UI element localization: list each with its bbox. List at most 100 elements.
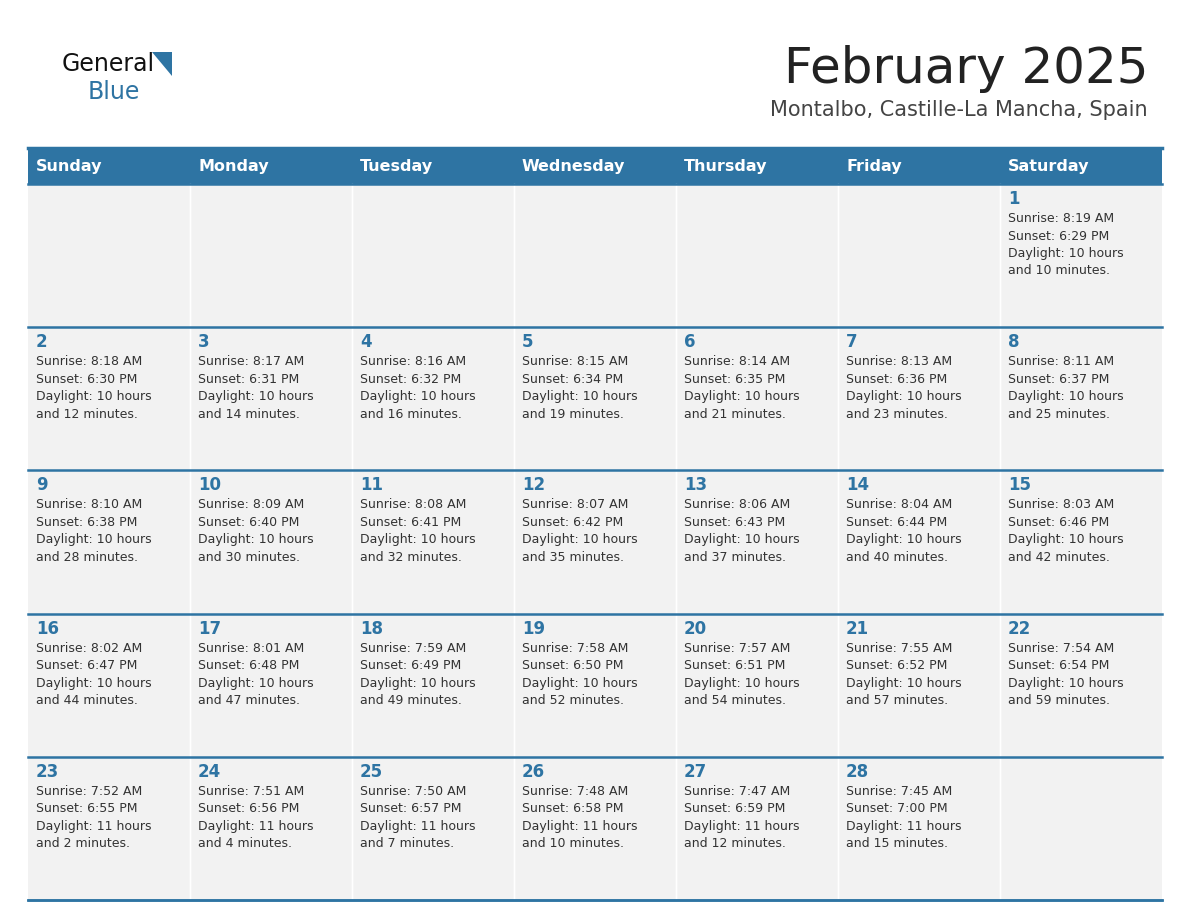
Text: Sunrise: 8:02 AM: Sunrise: 8:02 AM — [36, 642, 143, 655]
Text: Daylight: 10 hours: Daylight: 10 hours — [360, 677, 475, 689]
Text: Sunset: 6:30 PM: Sunset: 6:30 PM — [36, 373, 138, 386]
Text: Sunset: 6:34 PM: Sunset: 6:34 PM — [522, 373, 624, 386]
FancyBboxPatch shape — [514, 470, 676, 613]
Text: Daylight: 10 hours: Daylight: 10 hours — [198, 533, 314, 546]
FancyBboxPatch shape — [352, 756, 514, 900]
FancyBboxPatch shape — [1000, 327, 1162, 470]
FancyBboxPatch shape — [676, 470, 838, 613]
Text: Daylight: 11 hours: Daylight: 11 hours — [846, 820, 961, 833]
FancyBboxPatch shape — [676, 327, 838, 470]
FancyBboxPatch shape — [514, 756, 676, 900]
Text: Daylight: 10 hours: Daylight: 10 hours — [198, 677, 314, 689]
Text: and 35 minutes.: and 35 minutes. — [522, 551, 624, 564]
Text: 22: 22 — [1007, 620, 1031, 638]
FancyBboxPatch shape — [514, 613, 676, 756]
Text: Sunset: 6:47 PM: Sunset: 6:47 PM — [36, 659, 138, 672]
FancyBboxPatch shape — [838, 148, 1000, 184]
Text: and 16 minutes.: and 16 minutes. — [360, 408, 462, 420]
FancyBboxPatch shape — [514, 148, 676, 184]
Text: Daylight: 10 hours: Daylight: 10 hours — [846, 677, 961, 689]
Text: Sunset: 6:43 PM: Sunset: 6:43 PM — [684, 516, 785, 529]
Text: Sunrise: 7:50 AM: Sunrise: 7:50 AM — [360, 785, 467, 798]
Text: Sunrise: 8:10 AM: Sunrise: 8:10 AM — [36, 498, 143, 511]
Text: Sunrise: 8:15 AM: Sunrise: 8:15 AM — [522, 355, 628, 368]
Text: Tuesday: Tuesday — [360, 159, 434, 174]
Text: Wednesday: Wednesday — [522, 159, 625, 174]
FancyBboxPatch shape — [1000, 184, 1162, 327]
Text: Sunset: 6:49 PM: Sunset: 6:49 PM — [360, 659, 461, 672]
Text: Sunset: 6:50 PM: Sunset: 6:50 PM — [522, 659, 624, 672]
Text: Daylight: 10 hours: Daylight: 10 hours — [36, 390, 152, 403]
Text: Sunrise: 8:18 AM: Sunrise: 8:18 AM — [36, 355, 143, 368]
Text: and 10 minutes.: and 10 minutes. — [522, 837, 624, 850]
Text: Sunrise: 7:47 AM: Sunrise: 7:47 AM — [684, 785, 790, 798]
Text: 19: 19 — [522, 620, 545, 638]
Text: Sunrise: 8:04 AM: Sunrise: 8:04 AM — [846, 498, 953, 511]
Text: Sunrise: 8:08 AM: Sunrise: 8:08 AM — [360, 498, 467, 511]
Text: Sunrise: 7:55 AM: Sunrise: 7:55 AM — [846, 642, 953, 655]
Text: 7: 7 — [846, 333, 858, 352]
Text: and 49 minutes.: and 49 minutes. — [360, 694, 462, 707]
FancyBboxPatch shape — [676, 613, 838, 756]
Text: Daylight: 11 hours: Daylight: 11 hours — [684, 820, 800, 833]
Text: Daylight: 11 hours: Daylight: 11 hours — [198, 820, 314, 833]
Text: Daylight: 10 hours: Daylight: 10 hours — [198, 390, 314, 403]
Text: and 47 minutes.: and 47 minutes. — [198, 694, 301, 707]
Text: Sunrise: 7:52 AM: Sunrise: 7:52 AM — [36, 785, 143, 798]
Text: Daylight: 10 hours: Daylight: 10 hours — [846, 390, 961, 403]
Text: and 4 minutes.: and 4 minutes. — [198, 837, 292, 850]
Text: Sunrise: 8:06 AM: Sunrise: 8:06 AM — [684, 498, 790, 511]
FancyBboxPatch shape — [352, 148, 514, 184]
Text: Sunset: 6:57 PM: Sunset: 6:57 PM — [360, 802, 461, 815]
Text: Sunset: 6:58 PM: Sunset: 6:58 PM — [522, 802, 624, 815]
Text: and 14 minutes.: and 14 minutes. — [198, 408, 299, 420]
Text: 6: 6 — [684, 333, 695, 352]
Text: and 25 minutes.: and 25 minutes. — [1007, 408, 1110, 420]
Text: Sunday: Sunday — [36, 159, 102, 174]
Text: Sunset: 6:32 PM: Sunset: 6:32 PM — [360, 373, 461, 386]
FancyBboxPatch shape — [1000, 756, 1162, 900]
Text: 18: 18 — [360, 620, 383, 638]
Text: and 15 minutes.: and 15 minutes. — [846, 837, 948, 850]
FancyBboxPatch shape — [29, 756, 190, 900]
FancyBboxPatch shape — [838, 756, 1000, 900]
Text: Daylight: 10 hours: Daylight: 10 hours — [36, 533, 152, 546]
Text: 26: 26 — [522, 763, 545, 781]
Text: Sunrise: 7:51 AM: Sunrise: 7:51 AM — [198, 785, 304, 798]
Text: and 23 minutes.: and 23 minutes. — [846, 408, 948, 420]
Text: Sunset: 6:55 PM: Sunset: 6:55 PM — [36, 802, 138, 815]
FancyBboxPatch shape — [838, 470, 1000, 613]
FancyBboxPatch shape — [676, 756, 838, 900]
Text: 20: 20 — [684, 620, 707, 638]
Text: 3: 3 — [198, 333, 209, 352]
FancyBboxPatch shape — [29, 148, 190, 184]
Text: Sunset: 6:41 PM: Sunset: 6:41 PM — [360, 516, 461, 529]
Text: Daylight: 10 hours: Daylight: 10 hours — [846, 533, 961, 546]
Text: and 2 minutes.: and 2 minutes. — [36, 837, 129, 850]
Text: and 40 minutes.: and 40 minutes. — [846, 551, 948, 564]
Text: Sunset: 6:48 PM: Sunset: 6:48 PM — [198, 659, 299, 672]
Text: Daylight: 10 hours: Daylight: 10 hours — [684, 677, 800, 689]
Text: Daylight: 10 hours: Daylight: 10 hours — [1007, 390, 1124, 403]
Text: 8: 8 — [1007, 333, 1019, 352]
Text: Daylight: 11 hours: Daylight: 11 hours — [522, 820, 638, 833]
FancyBboxPatch shape — [190, 184, 352, 327]
Text: February 2025: February 2025 — [784, 45, 1148, 93]
Text: 12: 12 — [522, 476, 545, 495]
Text: 10: 10 — [198, 476, 221, 495]
Text: Saturday: Saturday — [1007, 159, 1089, 174]
Text: 17: 17 — [198, 620, 221, 638]
Text: and 30 minutes.: and 30 minutes. — [198, 551, 301, 564]
Text: Sunrise: 7:57 AM: Sunrise: 7:57 AM — [684, 642, 790, 655]
Text: 23: 23 — [36, 763, 59, 781]
Text: and 52 minutes.: and 52 minutes. — [522, 694, 624, 707]
Text: 9: 9 — [36, 476, 48, 495]
FancyBboxPatch shape — [838, 327, 1000, 470]
Text: and 54 minutes.: and 54 minutes. — [684, 694, 786, 707]
FancyBboxPatch shape — [1000, 613, 1162, 756]
Text: Daylight: 11 hours: Daylight: 11 hours — [36, 820, 152, 833]
Text: Daylight: 10 hours: Daylight: 10 hours — [522, 677, 638, 689]
FancyBboxPatch shape — [1000, 470, 1162, 613]
Text: and 28 minutes.: and 28 minutes. — [36, 551, 138, 564]
FancyBboxPatch shape — [190, 613, 352, 756]
